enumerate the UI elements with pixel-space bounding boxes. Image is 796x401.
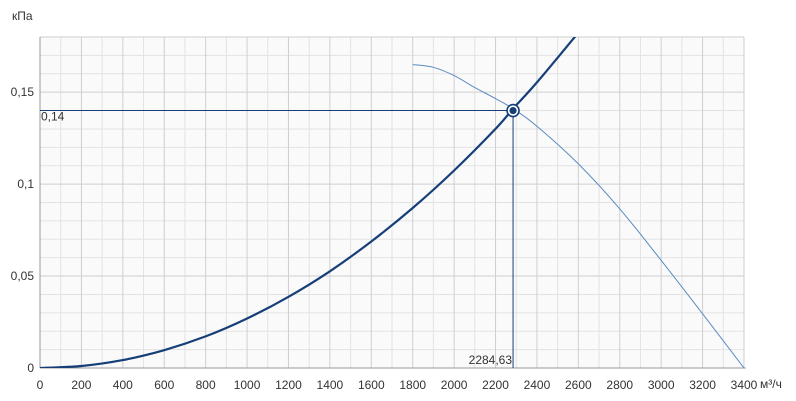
- x-tick-label: 1800: [399, 378, 426, 392]
- x-tick-label: 1200: [275, 378, 302, 392]
- x-tick-labels: 0 200 400 600 800 1000 1200 1400 1600 1800 2000 220…: [37, 378, 758, 392]
- x-tick-label: 800: [196, 378, 216, 392]
- x-tick-label: 3000: [648, 378, 675, 392]
- fan-curve: [412, 64, 745, 368]
- x-tick-label: 1000: [234, 378, 261, 392]
- x-tick-label: 2800: [606, 378, 633, 392]
- x-tick-label: 400: [113, 378, 133, 392]
- x-tick-label: 2200: [482, 378, 509, 392]
- operating-point-x-value: 2284,63: [469, 353, 513, 367]
- marker-layer: [506, 103, 520, 118]
- y-tick-label: 0,15: [11, 85, 35, 99]
- operating-point-marker-dot: [509, 106, 517, 115]
- x-tick-label: 2000: [441, 378, 468, 392]
- x-tick-label: 600: [154, 378, 174, 392]
- x-tick-label: 3200: [689, 378, 716, 392]
- grid-minor: [40, 37, 744, 368]
- operating-point-guides: [40, 110, 514, 368]
- x-axis-label: м³/ч: [760, 377, 782, 391]
- x-tick-label: 200: [71, 378, 91, 392]
- y-axis-label: кПа: [12, 9, 33, 23]
- y-tick-label: 0,05: [11, 269, 35, 283]
- x-tick-label: 0: [37, 378, 44, 392]
- plot-frame: [39, 36, 746, 369]
- x-tick-label: 3400: [731, 378, 758, 392]
- x-tick-label: 1400: [317, 378, 344, 392]
- operating-point-y-value: 0,14: [41, 110, 65, 124]
- grid-major: [40, 37, 745, 368]
- y-tick-label: 0: [27, 361, 34, 375]
- x-tick-label: 2600: [565, 378, 592, 392]
- x-tick-label: 1600: [358, 378, 385, 392]
- y-tick-label: 0,1: [17, 177, 34, 191]
- y-tick-labels: 0 0,05 0,1 0,15: [11, 85, 35, 375]
- x-tick-label: 2400: [524, 378, 551, 392]
